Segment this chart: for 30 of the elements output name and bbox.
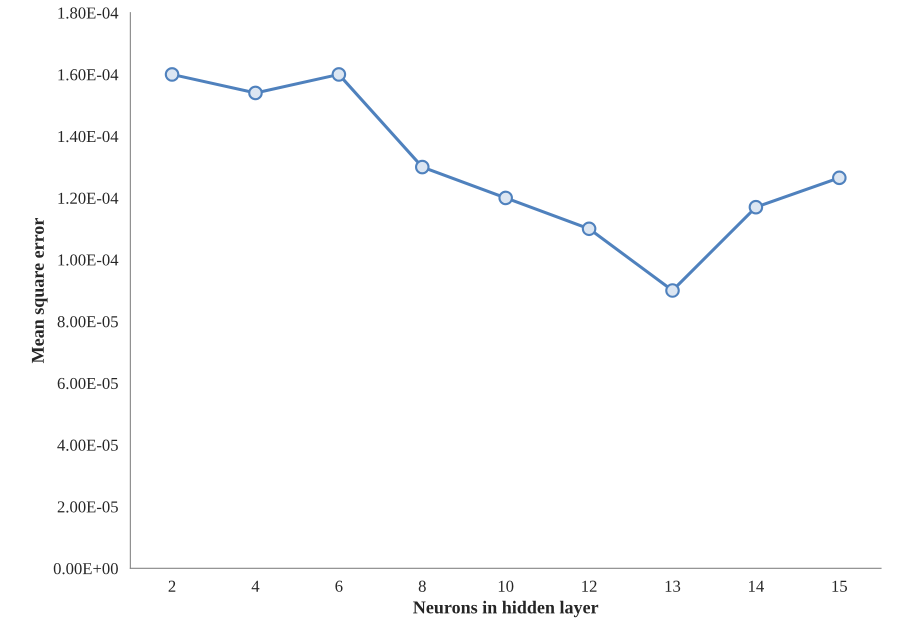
- y-tick-label: 1.60E-04: [58, 69, 118, 80]
- point: [582, 221, 596, 236]
- x-tick-label: 6: [335, 580, 343, 592]
- y-tick-label: 0.00E+00: [54, 563, 118, 574]
- point: [414, 160, 430, 174]
- x-tick-label: 12: [582, 580, 597, 592]
- point: [248, 86, 263, 100]
- x-tick-label: 8: [418, 580, 426, 592]
- y-tick-label: 4.00E-05: [57, 440, 118, 451]
- y-tick-label: 1.80E-04: [58, 7, 118, 19]
- y-tick-label: 6.00E-05: [58, 378, 118, 390]
- y-tick-label: 1.40E-04: [58, 130, 118, 142]
- point: [832, 170, 847, 186]
- point: [164, 67, 180, 82]
- x-axis-title: Neurons in hidden layer: [413, 600, 598, 618]
- point: [665, 283, 680, 298]
- point: [332, 67, 346, 82]
- y-tick-label: 2.00E-05: [58, 501, 118, 513]
- x-tick-label: 4: [252, 580, 260, 592]
- y-axis-title: Mean square error: [32, 218, 48, 364]
- x-tick-label: 13: [666, 580, 680, 592]
- point: [498, 190, 513, 206]
- x-tick-label: 10: [498, 580, 514, 592]
- y-tick-label: 8.00E-05: [58, 316, 118, 328]
- point: [748, 200, 764, 214]
- y-tick-label: 1.20E-04: [58, 192, 118, 204]
- x-tick-label: 2: [168, 580, 176, 592]
- y-tick-label: 1.00E-04: [58, 254, 118, 266]
- x-tick-label: 14: [749, 580, 764, 592]
- x-tick-label: 15: [832, 580, 847, 592]
